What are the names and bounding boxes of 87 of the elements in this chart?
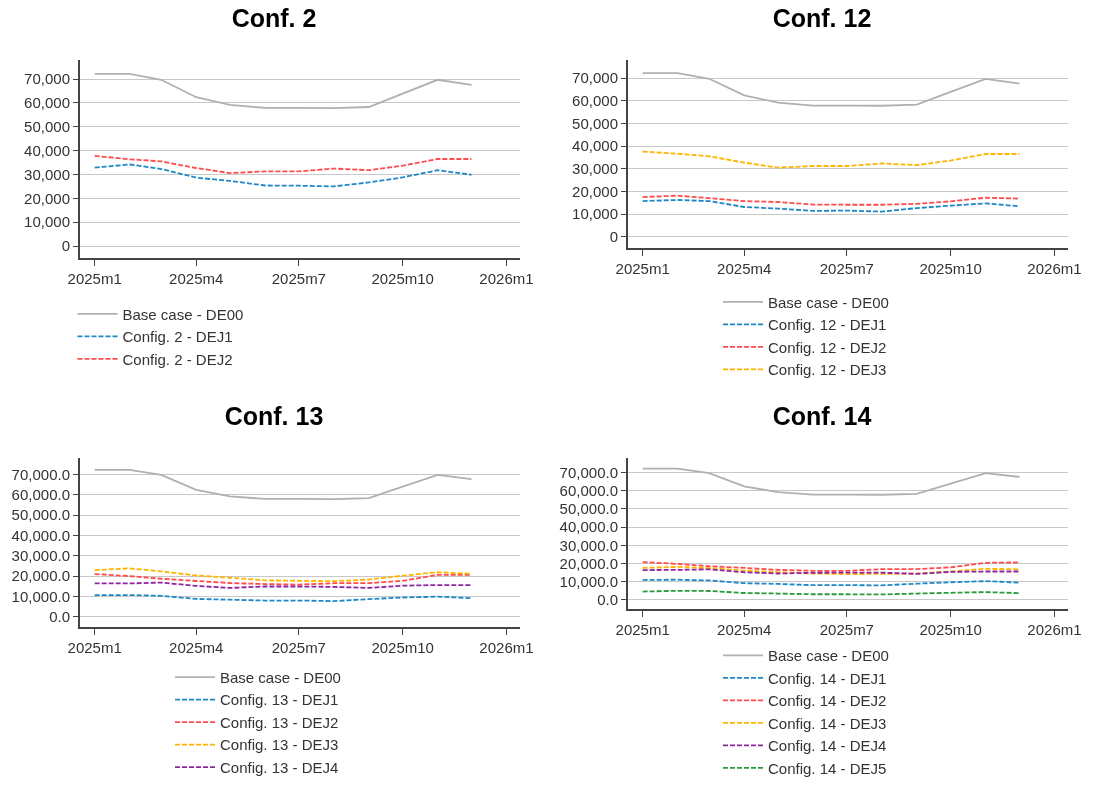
x-tick-label: 2026m1 bbox=[479, 270, 534, 287]
x-tick-label: 2025m1 bbox=[615, 260, 670, 277]
chart-title: Conf. 2 bbox=[231, 4, 317, 33]
legend-label: Config. 14 - DEJ5 bbox=[768, 759, 887, 777]
x-tick-label: 2025m1 bbox=[615, 621, 670, 638]
x-tick-label: 2025m4 bbox=[717, 260, 772, 277]
line-series bbox=[93, 573, 473, 586]
legend-label: Config. 12 - DEJ3 bbox=[768, 361, 887, 379]
y-tick-label: 10,000.0 bbox=[559, 572, 618, 590]
y-tick-label: 20,000.0 bbox=[559, 554, 618, 572]
x-tick-label: 2025m4 bbox=[169, 639, 224, 656]
x-tick-label: 2025m1 bbox=[67, 270, 122, 287]
y-tick-label: 40,000 bbox=[24, 141, 70, 159]
legend-label: Config. 2 - DEJ1 bbox=[122, 328, 233, 346]
y-tick-label: 60,000 bbox=[24, 94, 70, 112]
y-tick-label: 50,000.0 bbox=[559, 500, 618, 518]
legend-label: Base case - DE00 bbox=[768, 293, 889, 311]
y-tick-label: 0.0 bbox=[49, 608, 70, 626]
legend-label: Config. 12 - DEJ2 bbox=[768, 338, 887, 356]
y-tick-label: 50,000 bbox=[572, 114, 618, 132]
y-tick-label: 0.0 bbox=[597, 591, 618, 609]
line-series bbox=[93, 594, 473, 603]
y-tick-label: 70,000.0 bbox=[559, 463, 618, 481]
line-series bbox=[93, 155, 473, 174]
y-tick-label: 10,000.0 bbox=[11, 587, 70, 605]
legend-label: Config. 13 - DEJ2 bbox=[220, 713, 339, 731]
y-tick-label: 70,000 bbox=[24, 70, 70, 88]
y-tick-label: 30,000.0 bbox=[559, 536, 618, 554]
x-tick-label: 2025m7 bbox=[819, 260, 874, 277]
legend-label: Config. 2 - DEJ2 bbox=[122, 350, 233, 368]
legend-label: Config. 14 - DEJ4 bbox=[768, 737, 887, 755]
legend-label: Config. 13 - DEJ3 bbox=[220, 736, 339, 754]
legend-label: Config. 14 - DEJ2 bbox=[768, 692, 887, 710]
x-tick-label: 2025m10 bbox=[919, 621, 982, 638]
y-tick-label: 20,000 bbox=[572, 182, 618, 200]
x-tick-label: 2025m10 bbox=[919, 260, 982, 277]
legend-label: Base case - DE00 bbox=[220, 668, 341, 686]
legend-label: Config. 13 - DEJ1 bbox=[220, 691, 339, 709]
x-tick-label: 2026m1 bbox=[479, 639, 534, 656]
x-tick-label: 2025m7 bbox=[271, 270, 326, 287]
y-tick-label: 50,000 bbox=[24, 118, 70, 136]
legend-label: Config. 14 - DEJ3 bbox=[768, 714, 887, 732]
y-tick-label: 40,000.0 bbox=[11, 526, 70, 544]
chart-title: Conf. 12 bbox=[772, 4, 872, 33]
line-series bbox=[93, 468, 473, 501]
y-tick-label: 0 bbox=[609, 227, 618, 245]
x-tick-label: 2025m7 bbox=[819, 621, 874, 638]
x-tick-label: 2026m1 bbox=[1027, 260, 1082, 277]
y-tick-label: 20,000 bbox=[24, 189, 70, 207]
line-series bbox=[641, 72, 1021, 107]
y-tick-label: 70,000 bbox=[572, 69, 618, 87]
y-tick-label: 30,000 bbox=[24, 165, 70, 183]
line-series bbox=[641, 561, 1021, 572]
legend-label: Base case - DE00 bbox=[122, 305, 244, 323]
line-series bbox=[93, 72, 473, 110]
x-tick-label: 2025m7 bbox=[271, 639, 326, 656]
line-series bbox=[93, 567, 473, 583]
y-tick-label: 20,000.0 bbox=[11, 567, 70, 585]
line-series bbox=[641, 199, 1021, 213]
y-tick-label: 70,000.0 bbox=[11, 465, 70, 483]
y-tick-label: 30,000 bbox=[572, 159, 618, 177]
y-tick-label: 10,000 bbox=[24, 213, 70, 231]
y-tick-label: 60,000.0 bbox=[11, 485, 70, 503]
y-tick-label: 60,000 bbox=[572, 92, 618, 110]
x-tick-label: 2025m10 bbox=[371, 639, 434, 656]
y-tick-label: 10,000 bbox=[572, 205, 618, 223]
y-tick-label: 40,000.0 bbox=[559, 518, 618, 536]
y-tick-label: 60,000.0 bbox=[559, 482, 618, 499]
line-series bbox=[641, 194, 1021, 206]
chart-title: Conf. 14 bbox=[772, 402, 872, 431]
legend-label: Base case - DE00 bbox=[768, 647, 889, 665]
legend-label: Config. 12 - DEJ1 bbox=[768, 316, 887, 334]
chart-title: Conf. 13 bbox=[224, 402, 324, 431]
line-series bbox=[641, 150, 1021, 169]
x-tick-label: 2025m4 bbox=[169, 270, 224, 287]
y-tick-label: 40,000 bbox=[572, 137, 618, 155]
line-series bbox=[93, 163, 473, 188]
x-tick-label: 2025m1 bbox=[67, 639, 122, 656]
y-tick-label: 0 bbox=[61, 237, 70, 255]
y-tick-label: 50,000.0 bbox=[11, 506, 70, 524]
line-series bbox=[641, 467, 1021, 496]
legend-label: Config. 13 - DEJ4 bbox=[220, 758, 339, 776]
x-tick-label: 2025m10 bbox=[371, 270, 434, 287]
x-tick-label: 2026m1 bbox=[1027, 621, 1082, 638]
legend-label: Config. 14 - DEJ1 bbox=[768, 669, 887, 687]
x-tick-label: 2025m4 bbox=[717, 621, 772, 638]
y-tick-label: 30,000.0 bbox=[11, 546, 70, 564]
